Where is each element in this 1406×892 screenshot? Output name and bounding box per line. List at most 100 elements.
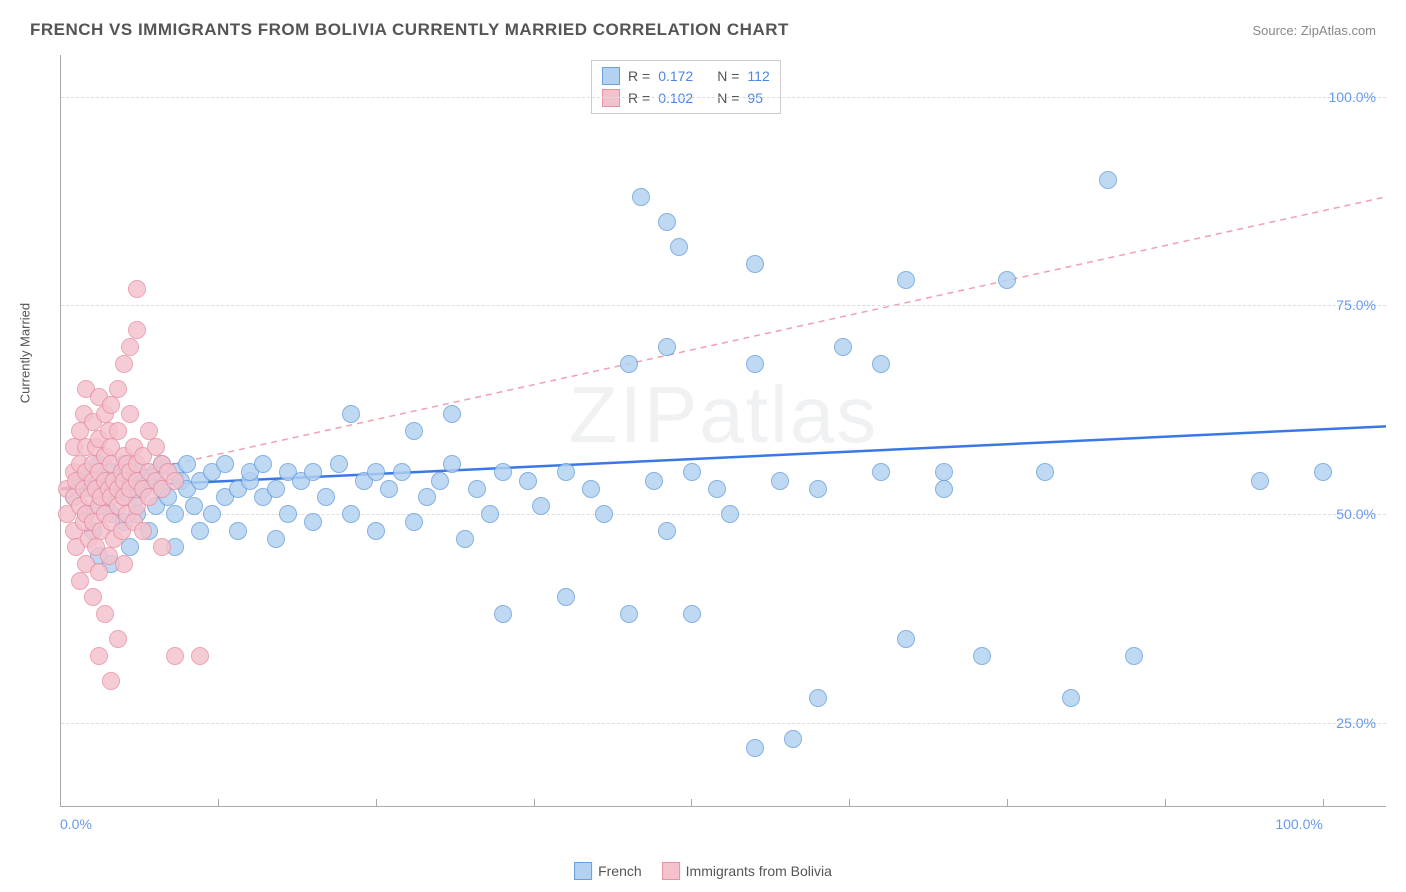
legend-label: French (598, 863, 642, 879)
scatter-point (683, 463, 701, 481)
scatter-point (620, 605, 638, 623)
stats-box: R =0.172N =112R =0.102N =95 (591, 60, 781, 114)
scatter-point (582, 480, 600, 498)
x-tick-label: 100.0% (1275, 816, 1322, 832)
r-label: R = (628, 68, 650, 84)
scatter-point (115, 555, 133, 573)
scatter-point (102, 396, 120, 414)
scatter-point (746, 739, 764, 757)
scatter-point (834, 338, 852, 356)
swatch-icon (602, 89, 620, 107)
scatter-point (494, 605, 512, 623)
scatter-point (229, 522, 247, 540)
r-label: R = (628, 90, 650, 106)
scatter-point (872, 355, 890, 373)
scatter-point (557, 463, 575, 481)
scatter-point (494, 463, 512, 481)
scatter-point (418, 488, 436, 506)
x-tick-mark (60, 799, 61, 807)
scatter-point (96, 605, 114, 623)
scatter-point (115, 355, 133, 373)
y-tick-label: 100.0% (1329, 89, 1376, 105)
legend-bottom: French Immigrants from Bolivia (574, 862, 832, 880)
scatter-point (267, 530, 285, 548)
stats-row: R = 0.102 N = 95 (602, 87, 770, 109)
scatter-point (380, 480, 398, 498)
scatter-point (809, 689, 827, 707)
plot-area: ZIPatlas R =0.172N =112R =0.102N =95 25.… (60, 55, 1386, 807)
scatter-point (443, 455, 461, 473)
scatter-point (595, 505, 613, 523)
scatter-point (973, 647, 991, 665)
scatter-point (771, 472, 789, 490)
scatter-point (191, 522, 209, 540)
legend-label: Immigrants from Bolivia (686, 863, 832, 879)
scatter-point (267, 480, 285, 498)
scatter-point (128, 280, 146, 298)
n-label: N = (717, 90, 739, 106)
scatter-point (166, 647, 184, 665)
scatter-point (342, 405, 360, 423)
scatter-point (897, 630, 915, 648)
n-value: 112 (747, 68, 769, 84)
scatter-point (935, 480, 953, 498)
scatter-point (140, 422, 158, 440)
trend-extrapolation (175, 197, 1386, 464)
scatter-point (456, 530, 474, 548)
legend-item: French (574, 862, 642, 880)
x-tick-mark (691, 799, 692, 807)
scatter-point (147, 438, 165, 456)
scatter-point (279, 505, 297, 523)
scatter-point (1062, 689, 1080, 707)
y-tick-label: 50.0% (1336, 506, 1376, 522)
scatter-point (254, 455, 272, 473)
y-tick-label: 25.0% (1336, 715, 1376, 731)
x-tick-label: 0.0% (60, 816, 92, 832)
y-axis-label: Currently Married (18, 303, 33, 403)
scatter-point (178, 455, 196, 473)
scatter-point (367, 522, 385, 540)
scatter-point (1314, 463, 1332, 481)
scatter-point (721, 505, 739, 523)
x-tick-mark (534, 799, 535, 807)
gridline (61, 723, 1386, 724)
scatter-point (708, 480, 726, 498)
scatter-point (121, 338, 139, 356)
scatter-point (658, 213, 676, 231)
scatter-point (620, 355, 638, 373)
x-tick-mark (218, 799, 219, 807)
trend-lines (61, 55, 1386, 806)
scatter-point (557, 588, 575, 606)
scatter-point (645, 472, 663, 490)
scatter-point (317, 488, 335, 506)
scatter-point (658, 522, 676, 540)
scatter-point (304, 513, 322, 531)
scatter-point (632, 188, 650, 206)
scatter-point (109, 422, 127, 440)
scatter-point (191, 647, 209, 665)
scatter-point (90, 563, 108, 581)
r-value: 0.102 (658, 90, 693, 106)
scatter-point (134, 522, 152, 540)
scatter-point (153, 538, 171, 556)
scatter-point (998, 271, 1016, 289)
n-value: 95 (747, 90, 763, 106)
header: FRENCH VS IMMIGRANTS FROM BOLIVIA CURREN… (0, 0, 1406, 50)
scatter-point (304, 463, 322, 481)
scatter-point (658, 338, 676, 356)
n-label: N = (717, 68, 739, 84)
scatter-point (109, 630, 127, 648)
scatter-point (872, 463, 890, 481)
scatter-point (342, 505, 360, 523)
gridline (61, 305, 1386, 306)
scatter-point (468, 480, 486, 498)
scatter-point (1125, 647, 1143, 665)
scatter-point (166, 505, 184, 523)
x-tick-mark (376, 799, 377, 807)
scatter-point (683, 605, 701, 623)
scatter-point (670, 238, 688, 256)
scatter-point (405, 422, 423, 440)
y-tick-label: 75.0% (1336, 297, 1376, 313)
scatter-point (330, 455, 348, 473)
gridline (61, 97, 1386, 98)
